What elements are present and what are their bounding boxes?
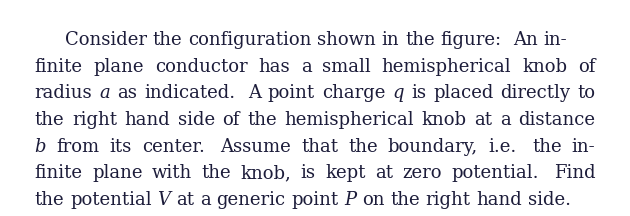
Text: indicated.: indicated.	[144, 84, 235, 102]
Text: of: of	[222, 111, 240, 129]
Text: the: the	[532, 138, 562, 156]
Text: from: from	[56, 138, 100, 156]
Text: hand: hand	[125, 111, 170, 129]
Text: configuration: configuration	[188, 31, 311, 49]
Text: point: point	[291, 191, 338, 209]
Text: potential: potential	[70, 191, 152, 209]
Text: of: of	[578, 58, 595, 76]
Text: the: the	[248, 111, 277, 129]
Text: is: is	[411, 84, 426, 102]
Text: right: right	[426, 191, 471, 209]
Text: shown: shown	[317, 31, 376, 49]
Text: at: at	[176, 191, 194, 209]
Text: hand: hand	[476, 191, 522, 209]
Text: q: q	[392, 84, 404, 102]
Text: a: a	[500, 111, 511, 129]
Text: potential.: potential.	[451, 164, 539, 182]
Text: right: right	[72, 111, 117, 129]
Text: in-: in-	[571, 138, 595, 156]
Text: A: A	[248, 84, 261, 102]
Text: Find: Find	[554, 164, 595, 182]
Text: a: a	[200, 191, 210, 209]
Text: plane: plane	[93, 58, 144, 76]
Text: a: a	[100, 84, 110, 102]
Text: knob,: knob,	[241, 164, 291, 182]
Text: in-: in-	[544, 31, 567, 49]
Text: the: the	[152, 31, 182, 49]
Text: side: side	[178, 111, 215, 129]
Text: finite: finite	[35, 164, 83, 182]
Text: the: the	[202, 164, 231, 182]
Text: hemispherical: hemispherical	[382, 58, 512, 76]
Text: at: at	[375, 164, 393, 182]
Text: in: in	[382, 31, 399, 49]
Text: the: the	[35, 111, 64, 129]
Text: conductor: conductor	[155, 58, 248, 76]
Text: An: An	[513, 31, 538, 49]
Text: figure:: figure:	[440, 31, 501, 49]
Text: i.e.: i.e.	[488, 138, 516, 156]
Text: center.: center.	[142, 138, 205, 156]
Text: the: the	[348, 138, 378, 156]
Text: finite: finite	[35, 58, 83, 76]
Text: placed: placed	[433, 84, 493, 102]
Text: charge: charge	[322, 84, 386, 102]
Text: zero: zero	[402, 164, 442, 182]
Text: that: that	[301, 138, 338, 156]
Text: has: has	[258, 58, 290, 76]
Text: plane: plane	[92, 164, 142, 182]
Text: knob: knob	[522, 58, 567, 76]
Text: with: with	[152, 164, 192, 182]
Text: V: V	[158, 191, 170, 209]
Text: radius: radius	[35, 84, 92, 102]
Text: small: small	[322, 58, 371, 76]
Text: Consider: Consider	[65, 31, 147, 49]
Text: directly: directly	[500, 84, 570, 102]
Text: a: a	[301, 58, 311, 76]
Text: kept: kept	[325, 164, 365, 182]
Text: on: on	[362, 191, 384, 209]
Text: the: the	[405, 31, 435, 49]
Text: distance: distance	[518, 111, 595, 129]
Text: the: the	[35, 191, 64, 209]
Text: knob: knob	[422, 111, 467, 129]
Text: side.: side.	[528, 191, 571, 209]
Text: Assume: Assume	[220, 138, 291, 156]
Text: its: its	[110, 138, 132, 156]
Text: as: as	[117, 84, 137, 102]
Text: at: at	[474, 111, 493, 129]
Text: boundary,: boundary,	[388, 138, 478, 156]
Text: is: is	[301, 164, 316, 182]
Text: P: P	[344, 191, 357, 209]
Text: hemispherical: hemispherical	[285, 111, 415, 129]
Text: point: point	[268, 84, 315, 102]
Text: the: the	[390, 191, 420, 209]
Text: b: b	[35, 138, 46, 156]
Text: generic: generic	[216, 191, 285, 209]
Text: to: to	[577, 84, 595, 102]
